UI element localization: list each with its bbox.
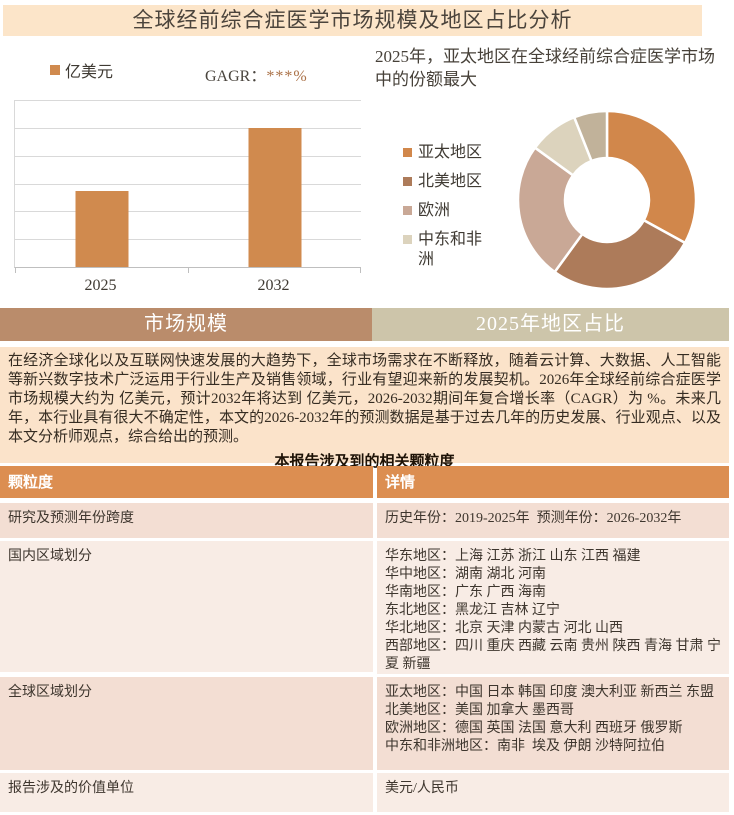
x-axis-label: 2025 [84,277,117,294]
granularity-table: 颗粒度 详情 研究及预测年份跨度 历史年份：2019-2025年 预测年份：202… [0,466,729,815]
table-cell-granularity: 国内区域划分 [0,541,373,672]
pie-legend-item: 欧洲 [403,201,484,221]
gridline [15,184,361,185]
banner-region-share: 2025年地区占比 [372,308,729,341]
bar-category-slot [15,100,188,267]
pie-legend-swatch-icon [403,206,412,215]
pie-legend-label: 亚太地区 [418,144,483,161]
donut-slice-北美地区 [552,218,687,291]
table-row: 研究及预测年份跨度 历史年份：2019-2025年 预测年份：2026-2032年 [0,503,729,538]
pie-legend-label: 欧洲 [418,202,451,219]
table-cell-detail: 华东地区：上海 江苏 浙江 山东 江西 福建 华中地区：湖南 湖北 河南 华南地… [377,541,729,674]
table-row: 报告涉及的价值单位 美元/人民币 [0,773,729,812]
axis-tick [187,267,189,273]
donut-slice-欧洲 [516,145,585,274]
page-title: 全球经前综合症医学市场规模及地区占比分析 [132,8,573,32]
page-title-bar: 全球经前综合症医学市场规模及地区占比分析 [3,5,702,36]
banner-market-size: 市场规模 [0,308,372,341]
cagr-masked-value: ***% [266,68,308,85]
pie-legend-swatch-icon [403,235,412,244]
bar-category-slot [188,100,361,267]
table-row: 国内区域划分 华东地区：上海 江苏 浙江 山东 江西 福建 华中地区：湖南 湖北 … [0,541,729,674]
table-cell-granularity: 研究及预测年份跨度 [0,503,373,538]
bar-plot-area [14,100,361,273]
bar-x-axis-labels: 2025 2032 [14,277,360,295]
bar-2025 [75,191,128,267]
table-row: 全球区域划分 亚太地区：中国 日本 韩国 印度 澳大利亚 新西兰 东盟 北美地区：… [0,677,729,770]
gridline [15,100,361,101]
gridline [15,128,361,129]
pie-legend-item: 中东和非洲 [403,230,484,270]
bar-2032 [248,127,301,267]
cagr-label: GAGR： [205,68,267,85]
pie-legend-swatch-icon [403,177,412,186]
table-cell-granularity: 报告涉及的价值单位 [0,773,373,812]
summary-section: 在经济全球化以及互联网快速发展的大趋势下，全球市场需求在不断释放，随着云计算、大… [0,347,729,470]
table-header-detail: 详情 [377,466,729,498]
pie-headline: 2025年，亚太地区在全球经前综合症医学市场中的份额最大 [375,47,715,89]
donut-slice-other [572,109,609,163]
table-cell-detail: 亚太地区：中国 日本 韩国 印度 澳大利亚 新西兰 东盟 北美地区：美国 加拿大… [377,677,729,770]
pie-legend-item: 北美地区 [403,172,484,192]
table-header-granularity: 颗粒度 [0,466,373,498]
pie-legend-swatch-icon [403,148,412,157]
donut-slice-亚太地区 [605,109,698,245]
table-body: 研究及预测年份跨度 历史年份：2019-2025年 预测年份：2026-2032年… [0,503,729,812]
pie-legend: 亚太地区北美地区欧洲中东和非洲 [403,143,484,279]
table-header-row: 颗粒度 详情 [0,466,729,498]
table-cell-granularity: 全球区域划分 [0,677,373,770]
section-banner-row: 市场规模 2025年地区占比 [0,308,729,341]
charts-row: 亿美元 GAGR：***% 2025 2032 2025年，亚太地区在全球经前综合… [0,37,734,308]
pie-legend-label: 中东和非洲 [418,231,483,268]
table-cell-detail: 历史年份：2019-2025年 预测年份：2026-2032年 [377,503,729,538]
pie-legend-label: 北美地区 [418,173,483,190]
pie-legend-item: 亚太地区 [403,143,484,163]
x-axis-label: 2032 [257,277,290,294]
axis-tick [360,267,361,273]
donut-chart [516,109,698,291]
gridline [15,211,361,212]
table-cell-detail: 美元/人民币 [377,773,729,812]
axis-tick [15,267,16,273]
gridline [15,156,361,157]
bar-chart-legend: 亿美元 [50,61,114,81]
gridline [15,239,361,240]
summary-paragraph: 在经济全球化以及互联网快速发展的大趋势下，全球市场需求在不断释放，随着云计算、大… [8,353,721,445]
bar-legend-swatch-icon [50,65,60,75]
bar-legend-label: 亿美元 [65,64,114,81]
cagr-annotation: GAGR：***% [205,62,308,86]
